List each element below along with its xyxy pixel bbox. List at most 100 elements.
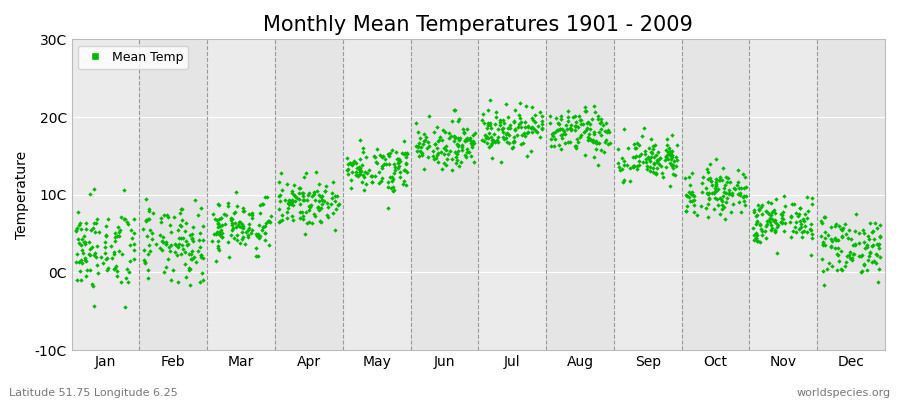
Point <box>797 211 812 217</box>
Point <box>213 215 228 222</box>
Point <box>776 216 790 223</box>
Point <box>594 132 608 138</box>
Point <box>284 197 299 204</box>
Point <box>660 136 674 142</box>
Point <box>68 228 83 234</box>
Point <box>833 266 848 272</box>
Point <box>844 257 859 263</box>
Point <box>69 258 84 265</box>
Point <box>364 179 379 185</box>
Point <box>478 133 492 139</box>
Point <box>839 231 853 238</box>
Point <box>241 231 256 238</box>
Point <box>554 126 569 132</box>
Point <box>552 120 566 126</box>
Point <box>232 219 247 225</box>
Point <box>638 156 652 162</box>
Point <box>749 212 763 219</box>
Point <box>438 129 453 135</box>
Point <box>159 263 174 270</box>
Point <box>480 139 494 146</box>
Point <box>587 130 601 137</box>
Point <box>451 142 465 148</box>
Point <box>750 232 764 238</box>
Point <box>563 122 578 128</box>
Point <box>551 127 565 133</box>
Point <box>634 150 649 157</box>
Point <box>746 225 760 231</box>
Point <box>731 191 745 197</box>
Point <box>436 144 451 151</box>
Point <box>480 124 494 131</box>
Point <box>142 216 157 222</box>
Point <box>484 134 499 140</box>
Point <box>106 251 121 258</box>
Point <box>392 174 407 180</box>
Point <box>447 149 462 156</box>
Point <box>304 202 319 208</box>
Point <box>145 236 159 242</box>
Point <box>447 133 462 140</box>
Point <box>72 259 86 265</box>
Point <box>482 144 497 150</box>
Point <box>615 166 629 172</box>
Point <box>458 137 473 143</box>
Point <box>724 190 739 197</box>
Point <box>429 152 444 158</box>
Point <box>353 137 367 143</box>
Point <box>816 214 831 220</box>
Point <box>451 134 465 141</box>
Point <box>777 193 791 200</box>
Point <box>554 126 568 132</box>
Point <box>867 258 881 264</box>
Point <box>716 193 730 199</box>
Point <box>275 212 290 219</box>
Point <box>869 240 884 247</box>
Point <box>211 217 225 224</box>
Point <box>249 253 264 260</box>
Point <box>528 112 543 118</box>
Point <box>391 165 405 172</box>
Point <box>212 224 226 230</box>
Point <box>349 160 364 166</box>
Point <box>570 136 584 142</box>
Point <box>627 163 642 169</box>
Point <box>280 204 294 211</box>
Point <box>140 250 155 257</box>
Point <box>511 124 526 130</box>
Point <box>215 234 230 241</box>
Point <box>435 136 449 143</box>
Point <box>385 178 400 184</box>
Point <box>427 156 441 162</box>
Point <box>354 168 368 174</box>
Point <box>700 166 715 172</box>
Point <box>212 202 226 208</box>
Point <box>716 185 731 192</box>
Point <box>489 108 503 115</box>
Point <box>298 230 312 237</box>
Point <box>873 254 887 260</box>
Point <box>711 202 725 208</box>
Point <box>699 184 714 191</box>
Point <box>296 216 310 222</box>
Point <box>212 238 226 244</box>
Point <box>734 184 748 191</box>
Point <box>436 127 450 133</box>
Point <box>665 152 680 158</box>
Point <box>343 160 357 166</box>
Point <box>497 120 511 126</box>
Point <box>286 217 301 224</box>
Point <box>368 172 382 179</box>
Point <box>397 138 411 144</box>
Point <box>138 259 152 266</box>
Point <box>679 208 693 214</box>
Point <box>174 235 188 242</box>
Point <box>832 223 847 229</box>
Point <box>663 153 678 159</box>
Point <box>356 145 370 151</box>
Point <box>763 222 778 228</box>
Point <box>236 225 250 231</box>
Point <box>791 226 806 232</box>
Point <box>116 186 130 193</box>
Point <box>514 140 528 147</box>
